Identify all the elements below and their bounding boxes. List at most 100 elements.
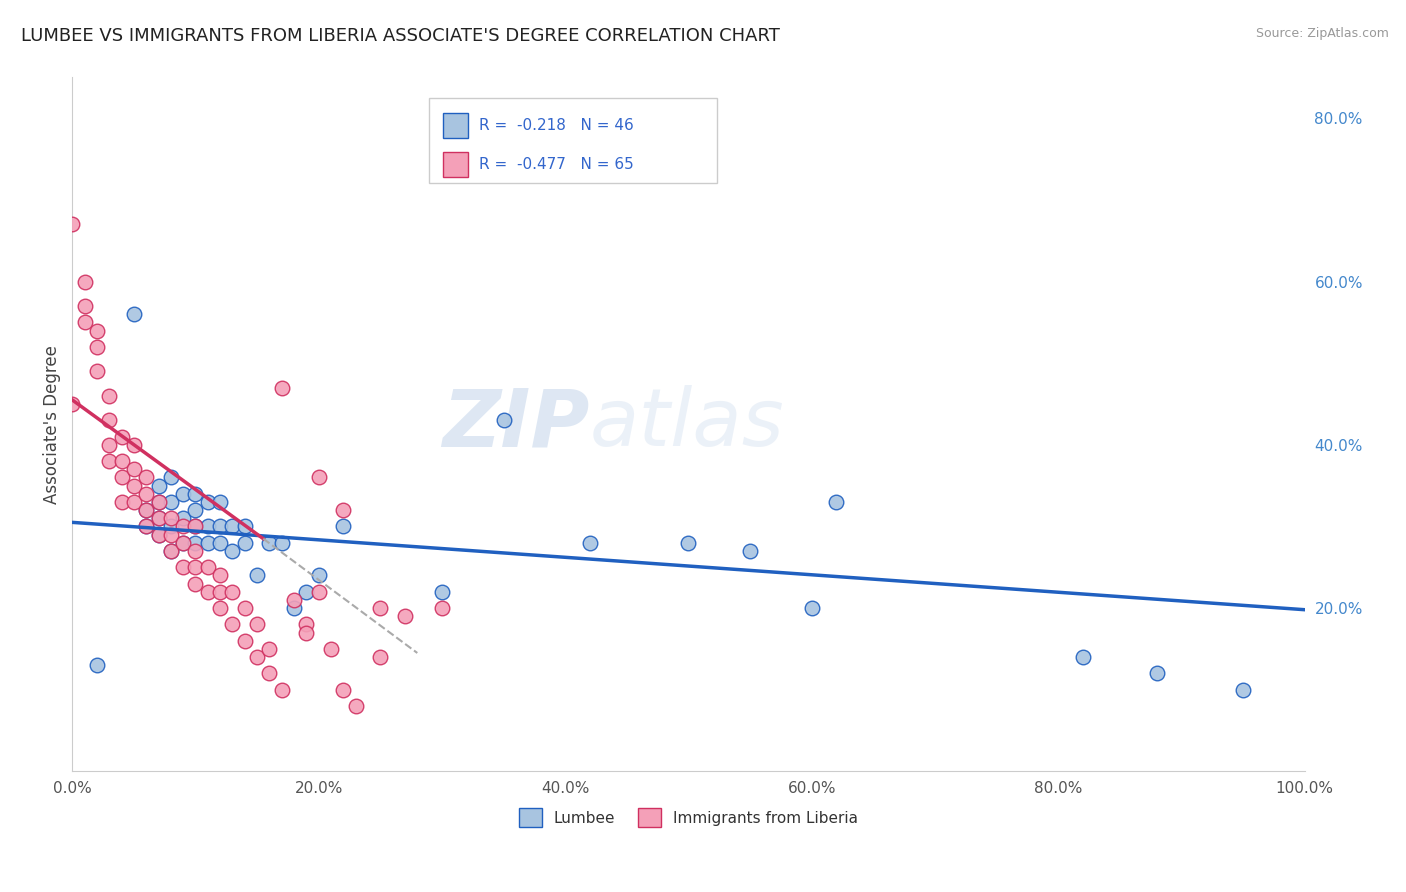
Point (98, 454, 121, 468)
Point (394, 609, 416, 624)
Point (159, 527, 181, 541)
Point (184, 560, 207, 574)
Point (295, 584, 318, 599)
Point (159, 470, 181, 484)
Point (319, 641, 342, 656)
Point (110, 454, 132, 468)
Point (1071, 650, 1094, 665)
Point (283, 593, 305, 607)
Point (73, 299, 96, 313)
Point (98, 438, 121, 452)
Point (197, 519, 219, 533)
Point (295, 625, 318, 640)
Point (73, 315, 96, 329)
Point (492, 413, 515, 427)
Point (148, 478, 170, 492)
Point (825, 495, 848, 509)
Point (209, 584, 232, 599)
Point (148, 511, 170, 525)
Point (159, 544, 181, 558)
Point (197, 584, 219, 599)
Point (295, 617, 318, 632)
Y-axis label: Associate's Degree: Associate's Degree (44, 345, 60, 504)
Point (122, 478, 145, 492)
Point (159, 544, 181, 558)
Point (233, 535, 256, 549)
Point (259, 641, 281, 656)
Point (430, 601, 453, 615)
Point (135, 487, 157, 501)
Point (172, 519, 194, 533)
Point (270, 535, 292, 549)
Point (110, 470, 132, 484)
Text: ZIP: ZIP (443, 385, 591, 464)
Text: atlas: atlas (591, 385, 785, 464)
Point (233, 519, 256, 533)
Point (172, 560, 194, 574)
Point (1146, 666, 1168, 681)
Point (86, 324, 108, 338)
Point (332, 682, 354, 697)
Point (148, 495, 170, 509)
Point (110, 495, 132, 509)
Point (283, 601, 305, 615)
Point (184, 576, 207, 591)
Point (197, 495, 219, 509)
Point (270, 682, 292, 697)
Point (270, 381, 292, 395)
Point (148, 527, 170, 541)
Point (221, 584, 243, 599)
Point (332, 503, 354, 517)
Point (332, 519, 354, 533)
Point (209, 568, 232, 582)
Point (135, 519, 157, 533)
Point (184, 519, 207, 533)
Point (184, 535, 207, 549)
Point (135, 503, 157, 517)
Point (98, 413, 121, 427)
Point (430, 584, 453, 599)
Point (122, 495, 145, 509)
Point (197, 560, 219, 574)
Point (172, 487, 194, 501)
Point (246, 650, 269, 665)
Point (308, 584, 330, 599)
Point (86, 340, 108, 354)
Point (159, 511, 181, 525)
Point (184, 519, 207, 533)
Point (259, 535, 281, 549)
Point (738, 544, 761, 558)
Point (370, 650, 392, 665)
Point (122, 462, 145, 476)
Point (308, 568, 330, 582)
Point (209, 495, 232, 509)
Point (135, 519, 157, 533)
Point (60, 397, 83, 411)
Point (370, 601, 392, 615)
Point (344, 699, 367, 714)
Point (221, 519, 243, 533)
Point (221, 617, 243, 632)
Point (172, 535, 194, 549)
Point (159, 519, 181, 533)
Point (86, 658, 108, 673)
Point (184, 503, 207, 517)
Point (148, 511, 170, 525)
Point (800, 601, 823, 615)
Point (135, 503, 157, 517)
Point (110, 430, 132, 444)
Point (678, 535, 700, 549)
Point (197, 535, 219, 549)
Point (233, 601, 256, 615)
Point (60, 218, 83, 232)
Point (308, 470, 330, 484)
Point (221, 544, 243, 558)
Point (98, 389, 121, 403)
Point (579, 535, 602, 549)
Point (172, 535, 194, 549)
Text: R =  -0.218   N = 46: R = -0.218 N = 46 (479, 118, 634, 133)
Text: LUMBEE VS IMMIGRANTS FROM LIBERIA ASSOCIATE'S DEGREE CORRELATION CHART: LUMBEE VS IMMIGRANTS FROM LIBERIA ASSOCI… (21, 27, 780, 45)
Point (148, 495, 170, 509)
Text: R =  -0.477   N = 65: R = -0.477 N = 65 (479, 157, 634, 172)
Point (259, 666, 281, 681)
